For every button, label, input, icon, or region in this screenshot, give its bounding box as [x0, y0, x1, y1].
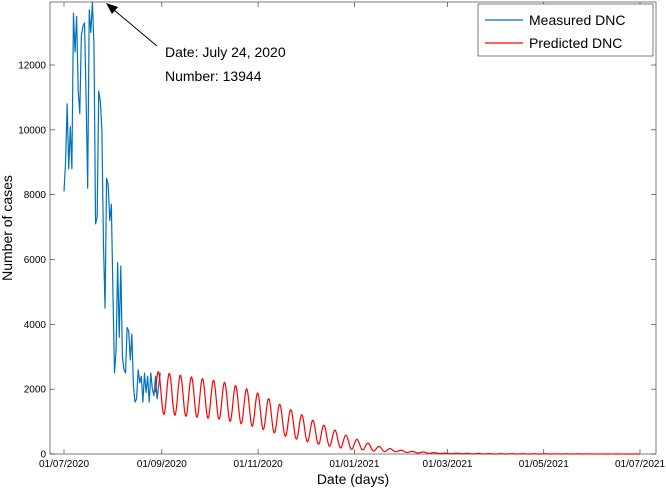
y-axis-label: Number of cases [0, 175, 15, 281]
x-tick-label: 01/05/2021 [519, 459, 569, 470]
series-layer [63, 1, 641, 455]
x-tick-label: 01/11/2020 [233, 459, 283, 470]
legend-label-predicted: Predicted DNC [529, 35, 622, 51]
y-tick-label: 6000 [24, 255, 47, 266]
legend-label-measured: Measured DNC [529, 12, 625, 28]
x-tick-label: 01/09/2020 [137, 459, 187, 470]
x-tick-label: 01/07/2021 [615, 459, 665, 470]
x-tick-label: 01/07/2020 [39, 459, 89, 470]
legend-box [477, 3, 654, 57]
y-tick-label: 12000 [18, 61, 46, 72]
x-axis-ticks: 01/07/2020 01/09/2020 01/11/2020 01/01/2021… [39, 2, 665, 470]
series-line-predicted [154, 371, 641, 455]
annotation-arrow [107, 4, 158, 47]
annotation-number: Number: 13944 [165, 68, 262, 84]
annotation: Date: July 24, 2020 Number: 13944 [106, 3, 286, 84]
y-tick-label: 10000 [18, 125, 46, 136]
annotation-date: Date: July 24, 2020 [165, 44, 286, 60]
y-tick-label: 8000 [24, 190, 47, 201]
y-tick-label: 2000 [24, 385, 47, 396]
y-tick-label: 0 [40, 450, 46, 461]
series-line-measured [63, 1, 161, 403]
annotation-arrowhead [106, 3, 118, 14]
legend: Measured DNC Predicted DNC [477, 3, 654, 57]
x-axis-label: Date (days) [317, 471, 389, 487]
x-tick-label: 01/03/2021 [422, 459, 472, 470]
y-axis-ticks: 0 2000 4000 6000 8000 10000 12000 [18, 61, 656, 461]
plot-area [49, 1, 657, 455]
x-tick-label: 01/01/2021 [329, 459, 379, 470]
y-tick-label: 4000 [24, 320, 47, 331]
